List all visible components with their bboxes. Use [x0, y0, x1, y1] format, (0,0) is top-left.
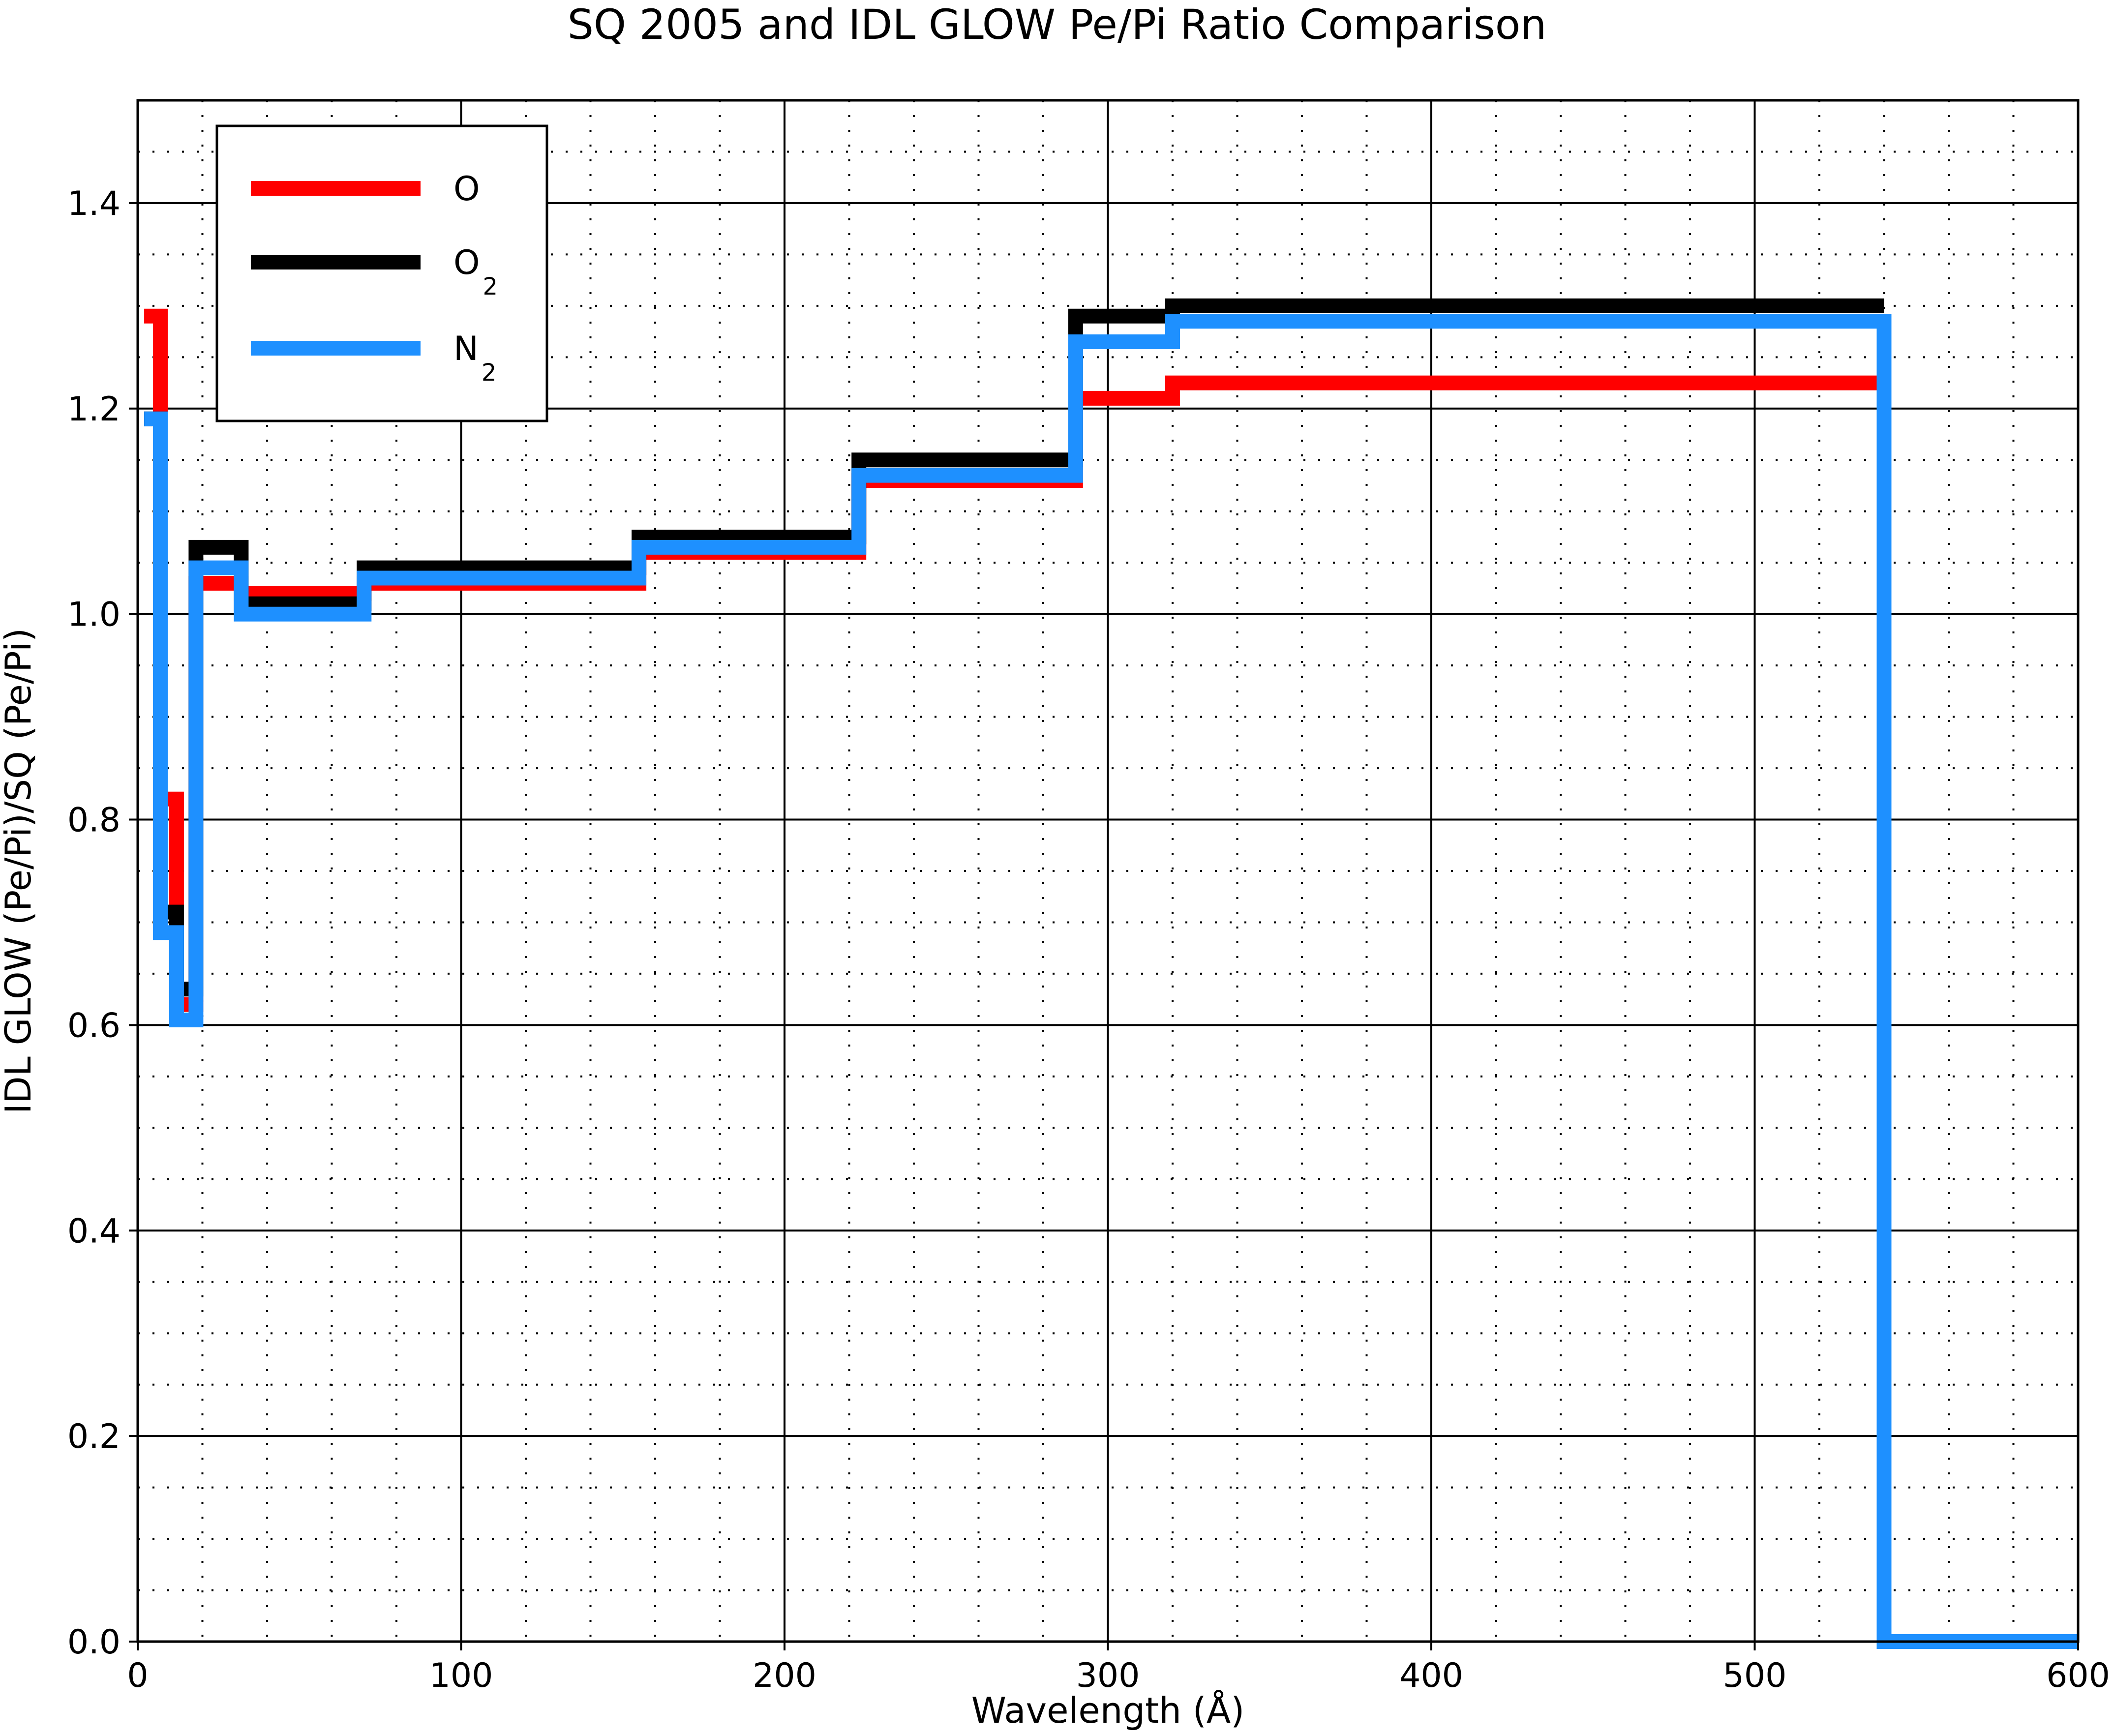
legend-label-1: O — [453, 170, 480, 209]
x-tick-label: 200 — [753, 1656, 816, 1695]
axis-ticks: 0 100 200 300 400 500 600 0.0 0.2 0.4 0.6 0.8 1.0 1.2… — [67, 184, 2110, 1695]
x-tick-label: 600 — [2046, 1656, 2110, 1695]
chart-title: SQ 2005 and IDL GLOW Pe/Pi Ratio Compari… — [567, 0, 1547, 49]
x-tick-label: 0 — [127, 1656, 148, 1695]
x-tick-label: 400 — [1399, 1656, 1463, 1695]
y-tick-label: 0.6 — [67, 1006, 121, 1045]
y-tick-label: 0.8 — [67, 801, 121, 840]
y-tick-label: 1.2 — [67, 390, 121, 429]
legend-subscript: 2 — [483, 273, 498, 300]
y-tick-label: 0.2 — [67, 1417, 121, 1456]
plot-series — [144, 298, 2078, 1649]
y-tick-label: 1.4 — [67, 184, 121, 223]
legend-subscript: 2 — [482, 359, 497, 387]
y-tick-label: 0.0 — [67, 1623, 121, 1662]
x-tick-label: 300 — [1076, 1656, 1140, 1695]
legend-box — [215, 124, 548, 422]
x-tick-label: 100 — [429, 1656, 493, 1695]
x-tick-label: 500 — [1723, 1656, 1787, 1695]
x-axis-label: Wavelength (Å) — [971, 1690, 1244, 1731]
y-axis-label: IDL GLOW (Pe/Pi)/SQ (Pe/Pi) — [0, 628, 39, 1114]
y-tick-label: 1.0 — [67, 596, 121, 634]
series-line-3 — [144, 314, 2078, 1649]
y-tick-label: 0.4 — [67, 1212, 121, 1251]
